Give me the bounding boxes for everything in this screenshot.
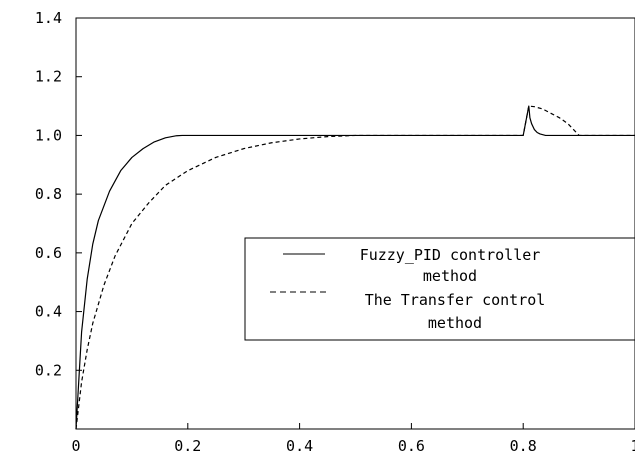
y-tick-label-0-6: 0.6 <box>35 244 62 262</box>
y-tick-label-1-4: 1.4 <box>35 9 62 27</box>
plot-frame <box>75 17 635 430</box>
x-tick-label-0-8: 0.8 <box>510 437 537 455</box>
series-line-1-solid <box>75 105 635 430</box>
y-tick-label-1-2: 1.2 <box>35 68 62 86</box>
legend-label-series-1-line-1: Fuzzy_PID controller <box>360 246 541 264</box>
y-tick-label-0-8: 0.8 <box>35 185 62 203</box>
x-tick-label-0-6: 0.6 <box>398 437 425 455</box>
x-tick-label-0-4: 0.4 <box>286 437 313 455</box>
axis-ticks: 0 0.2 0.4 0.6 0.8 1 0.2 0.4 0.6 0.8 1.0 1.2 1.4 <box>35 9 635 455</box>
x-tick-label-0: 0 <box>71 437 80 455</box>
legend-box <box>244 237 635 341</box>
y-tick-label-1-0: 1.0 <box>35 126 62 144</box>
series-layer <box>75 105 635 430</box>
legend-label-series-2-line-1: The Transfer control <box>365 291 546 309</box>
x-tick-label-1: 1 <box>630 437 635 455</box>
legend: Fuzzy_PID controller method The Transfer… <box>244 237 635 341</box>
legend-label-series-1-line-2: method <box>423 267 477 285</box>
x-tick-label-0-2: 0.2 <box>174 437 201 455</box>
y-tick-label-0-4: 0.4 <box>35 303 62 321</box>
y-tick-label-0-2: 0.2 <box>35 361 62 379</box>
legend-label-series-2-line-2: method <box>428 314 482 332</box>
series-line-2-dashed <box>75 105 635 430</box>
